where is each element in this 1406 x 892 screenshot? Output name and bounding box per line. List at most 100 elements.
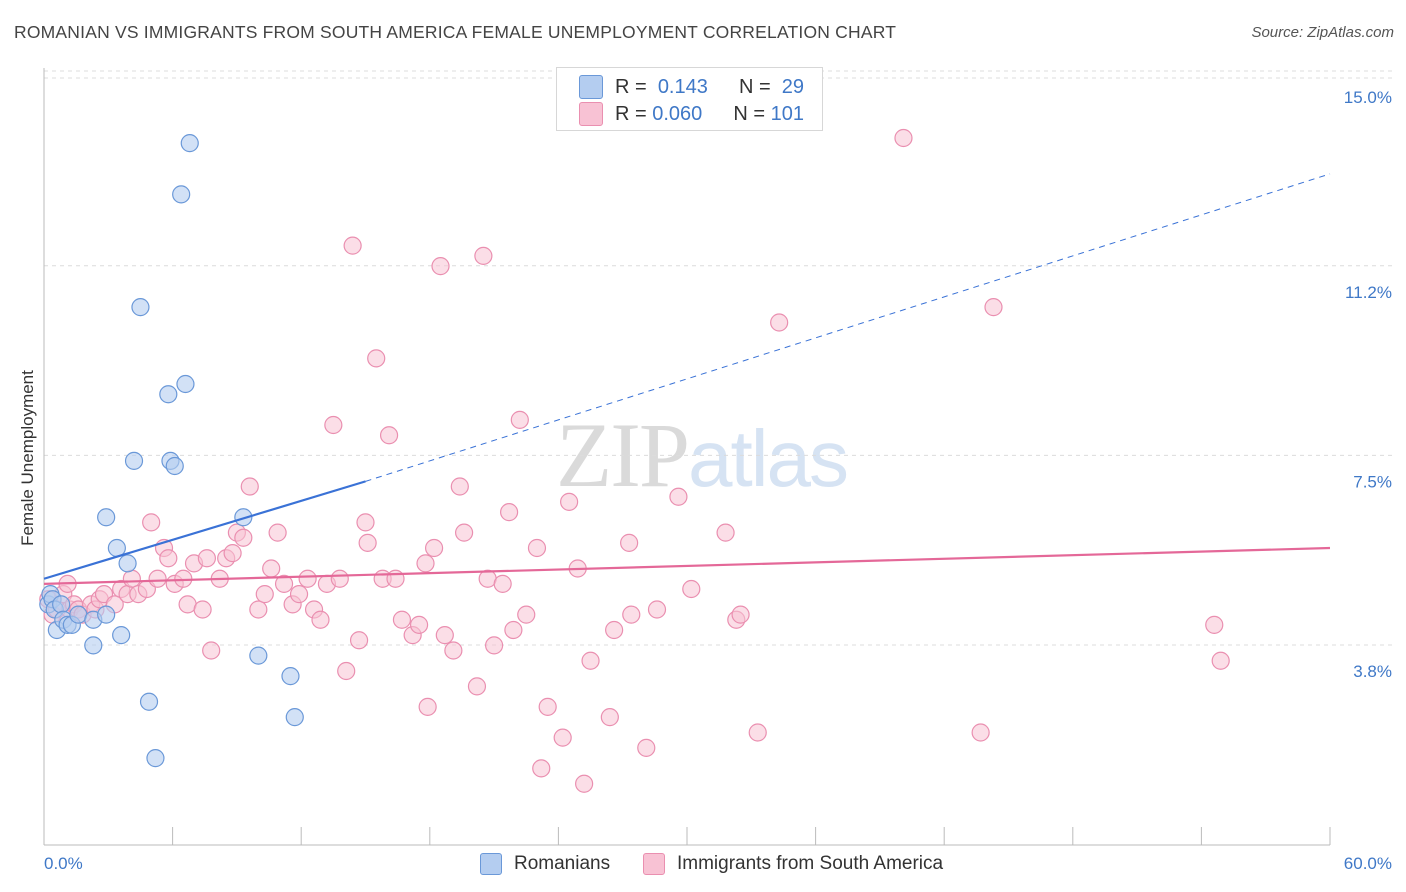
data-point-immigrants xyxy=(289,585,309,604)
data-point-immigrants xyxy=(581,651,600,670)
data-point-immigrants xyxy=(379,426,399,445)
data-point-immigrants xyxy=(510,410,529,429)
data-point-immigrants xyxy=(197,549,216,568)
trend-line-romanians xyxy=(43,480,366,580)
data-point-romanians xyxy=(165,456,184,476)
data-point-immigrants xyxy=(255,585,274,604)
data-point-immigrants xyxy=(367,349,386,368)
data-point-immigrants xyxy=(435,626,454,645)
y-tick-label: 3.8% xyxy=(1353,662,1392,681)
legend-swatch-blue xyxy=(480,853,502,875)
n-value: 29 xyxy=(781,75,804,98)
data-point-romanians xyxy=(180,134,199,153)
data-point-immigrants xyxy=(311,610,330,629)
data-point-immigrants xyxy=(553,728,572,747)
data-point-immigrants xyxy=(234,528,253,547)
data-point-immigrants xyxy=(637,738,656,757)
data-point-immigrants xyxy=(500,503,519,522)
legend-label: Romanians xyxy=(514,853,611,874)
data-point-immigrants xyxy=(620,533,639,552)
y-tick-label: 11.2% xyxy=(1345,283,1392,302)
data-point-immigrants xyxy=(454,523,474,542)
data-point-romanians xyxy=(146,749,165,768)
data-point-immigrants xyxy=(504,620,523,640)
n-value: 101 xyxy=(770,102,804,125)
r-label: R = xyxy=(615,102,647,125)
data-point-romanians xyxy=(124,451,144,470)
legend-label: Immigrants from South America xyxy=(677,853,944,874)
data-point-immigrants xyxy=(324,415,343,435)
data-point-immigrants xyxy=(716,523,735,542)
n-label: N = xyxy=(733,102,766,125)
data-point-immigrants xyxy=(1211,651,1230,670)
tick-labels: 3.8% 7.5% 11.2% 15.0% 0.0% 60.0% Female Unempl… xyxy=(18,88,1392,873)
x-tick-label: 60.0% xyxy=(1344,854,1392,873)
data-point-immigrants xyxy=(416,554,435,573)
data-point-immigrants xyxy=(431,257,450,276)
data-point-romanians xyxy=(97,605,116,624)
data-point-immigrants xyxy=(474,246,493,265)
correlation-legend: R = 0.143 N = 29 R = 0.060 N = 101 xyxy=(556,67,823,131)
r-label: R = xyxy=(615,75,647,98)
data-point-immigrants xyxy=(337,661,356,681)
data-point-immigrants xyxy=(517,605,536,624)
data-point-immigrants xyxy=(493,574,512,593)
data-point-romanians xyxy=(97,508,116,527)
data-point-immigrants xyxy=(669,487,688,506)
y-tick-label: 7.5% xyxy=(1353,472,1392,491)
data-point-immigrants xyxy=(274,574,294,593)
y-tick-label: 15.0% xyxy=(1344,88,1392,107)
grid-lines xyxy=(44,70,1392,646)
data-point-immigrants xyxy=(647,600,667,619)
data-point-immigrants xyxy=(622,605,641,624)
data-point-immigrants xyxy=(770,313,789,332)
data-point-immigrants xyxy=(142,513,161,532)
data-point-romanians xyxy=(52,595,71,614)
legend-swatch-blue xyxy=(579,75,603,99)
data-point-immigrants xyxy=(532,759,551,778)
data-point-immigrants xyxy=(343,236,362,255)
data-point-immigrants xyxy=(349,631,369,650)
data-point-immigrants xyxy=(444,641,463,660)
n-label: N = xyxy=(738,75,771,98)
data-point-romanians xyxy=(112,626,131,645)
data-point-immigrants xyxy=(262,559,281,578)
data-point-immigrants xyxy=(1205,615,1224,634)
data-point-immigrants xyxy=(392,610,412,629)
data-point-romanians xyxy=(139,692,159,711)
legend-row-immigrants: R = 0.060 N = 101 xyxy=(579,101,804,127)
data-point-immigrants xyxy=(485,636,504,655)
data-point-romanians xyxy=(281,667,300,686)
r-value: 0.143 xyxy=(657,75,708,98)
data-point-romanians xyxy=(172,185,191,204)
data-point-immigrants xyxy=(731,605,750,624)
data-point-immigrants xyxy=(575,774,594,793)
data-point-romanians xyxy=(131,298,150,317)
data-point-immigrants xyxy=(605,620,624,640)
data-point-immigrants xyxy=(682,579,701,599)
watermark: ZIPatlas xyxy=(556,402,849,508)
data-point-immigrants xyxy=(467,677,487,696)
data-point-immigrants xyxy=(409,615,429,634)
data-point-immigrants xyxy=(984,298,1003,317)
data-point-immigrants xyxy=(240,477,259,496)
legend-swatch-pink xyxy=(579,102,603,126)
legend-row-romanians: R = 0.143 N = 29 xyxy=(579,74,804,100)
legend-item-romanians: Romanians xyxy=(480,851,610,877)
data-point-immigrants xyxy=(122,569,141,588)
data-point-romanians xyxy=(249,646,268,665)
data-point-immigrants xyxy=(298,569,317,588)
series-immigrants-points xyxy=(39,128,1230,793)
data-point-immigrants xyxy=(560,492,579,511)
data-point-immigrants xyxy=(202,641,221,660)
chart-title: ROMANIAN VS IMMIGRANTS FROM SOUTH AMERIC… xyxy=(14,22,897,42)
trend-line-immigrants xyxy=(43,546,1331,585)
data-point-immigrants xyxy=(450,477,469,496)
data-point-immigrants xyxy=(268,523,287,542)
y-axis-label: Female Unemployment xyxy=(18,370,37,546)
data-point-immigrants xyxy=(386,569,405,588)
data-point-romanians xyxy=(285,708,304,727)
data-point-immigrants xyxy=(159,549,178,568)
data-point-immigrants xyxy=(223,544,242,563)
